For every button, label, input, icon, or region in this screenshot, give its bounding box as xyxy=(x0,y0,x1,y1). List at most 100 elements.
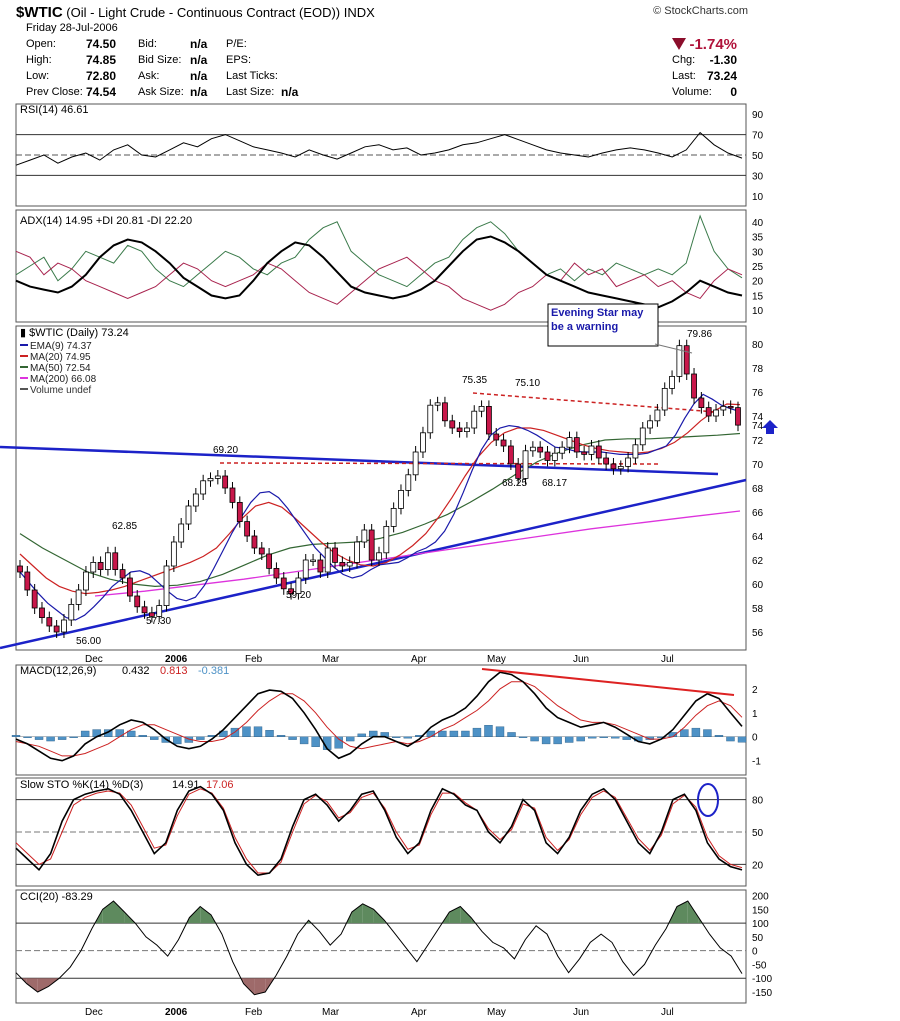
sto-legend-d: 17.06 xyxy=(206,779,234,791)
price-tick: 78 xyxy=(752,364,764,375)
cci-positive-fill xyxy=(102,901,114,924)
rsi-tick: 50 xyxy=(752,151,764,162)
candle-body xyxy=(266,553,273,569)
macd-histogram-bar xyxy=(127,730,136,737)
x-axis-label-bottom: Mar xyxy=(322,1007,340,1018)
cci-tick: 200 xyxy=(752,892,769,903)
macd-histogram-bar xyxy=(484,725,493,737)
x-axis-label: Mar xyxy=(322,654,340,665)
sto-tick: 20 xyxy=(752,860,764,871)
candle-body xyxy=(573,437,580,453)
candle-body xyxy=(639,427,646,446)
lower-trend-line xyxy=(0,478,747,650)
callout-box xyxy=(547,303,659,347)
macd-histogram-bar xyxy=(288,736,297,740)
price-tick: 64 xyxy=(752,532,764,543)
cci-positive-fill xyxy=(677,901,688,924)
price-panel-frame xyxy=(15,325,747,651)
candle-body xyxy=(581,451,588,455)
candle-body xyxy=(522,450,529,479)
price-legend-item: EMA(9) 74.37 xyxy=(30,341,92,352)
candle-body xyxy=(295,577,302,594)
sto-highlight-circle xyxy=(697,783,719,817)
cci-line xyxy=(15,900,743,996)
macd-histogram-bar xyxy=(507,732,516,737)
macd-legend-signal: 0.813 xyxy=(160,665,188,677)
price-legend-item: Volume undef xyxy=(30,385,91,396)
macd-histogram-bar xyxy=(311,736,320,747)
candle-body xyxy=(661,387,668,411)
macd-histogram-bar xyxy=(34,736,44,740)
price-tick: 56 xyxy=(752,628,764,639)
candle-body xyxy=(566,437,573,448)
macd-histogram-bar xyxy=(645,736,655,740)
candle-body xyxy=(75,589,82,605)
bid-size-label: Bid Size: xyxy=(138,54,182,66)
candle-body xyxy=(735,407,741,426)
macd-histogram-bar xyxy=(69,736,78,738)
last-ticks-label: Last Ticks: xyxy=(226,70,278,82)
adx-line xyxy=(15,235,743,309)
macd-divergence-line xyxy=(481,668,735,696)
candle-body xyxy=(412,451,419,476)
candle-body xyxy=(464,427,470,432)
candle-body xyxy=(691,373,697,399)
price-tick: 60 xyxy=(752,580,764,591)
candle-body xyxy=(302,559,309,579)
macd-histogram-bar xyxy=(403,736,413,739)
x-axis-label: Apr xyxy=(411,654,427,665)
x-axis-label: Jun xyxy=(573,654,589,665)
candle-body xyxy=(544,451,551,461)
candle-body xyxy=(368,529,375,561)
x-axis-label-bottom: Apr xyxy=(411,1007,427,1018)
candle-body xyxy=(46,617,53,627)
price-legend-item: MA(50) 72.54 xyxy=(30,363,91,374)
open-value: 74.50 xyxy=(86,37,117,51)
callout-text: Evening Star may be a warning xyxy=(551,307,644,333)
rsi-tick: 90 xyxy=(752,110,764,121)
macd-tick: 0 xyxy=(752,733,758,744)
cci-positive-fill xyxy=(362,903,374,924)
candle-body xyxy=(515,463,522,479)
x-axis-label: May xyxy=(487,654,506,665)
macd-histogram-bar xyxy=(253,726,263,737)
adx-tick: 30 xyxy=(752,247,764,258)
percent-change: -1.74% xyxy=(689,36,737,53)
macd-tick: 2 xyxy=(752,685,758,696)
x-axis-label: 2006 xyxy=(165,654,188,665)
cci-positive-fill xyxy=(687,901,699,924)
candle-body xyxy=(222,475,229,489)
macd-histogram-bar xyxy=(11,735,21,737)
candle-body xyxy=(669,375,675,389)
candle-body xyxy=(200,480,207,495)
price-annotation: 75.35 xyxy=(462,375,487,386)
candle-body xyxy=(727,405,734,409)
price-annotation: 69.20 xyxy=(213,445,238,456)
macd-histogram-bar xyxy=(714,735,724,737)
candle-body xyxy=(647,420,653,429)
candle-body xyxy=(324,547,331,573)
macd-legend-macd: 0.432 xyxy=(122,665,150,677)
price-annotation: 62.85 xyxy=(112,521,137,532)
rsi-tick: 70 xyxy=(752,131,764,142)
candle-body xyxy=(192,493,199,507)
macd-histogram-bar xyxy=(472,727,482,737)
macd-histogram-bar xyxy=(57,736,67,740)
candle-body xyxy=(390,507,397,527)
cci-positive-fill xyxy=(200,906,211,924)
macd-histogram-bar xyxy=(691,727,701,737)
candle-body xyxy=(442,402,448,422)
candle-body xyxy=(434,402,441,406)
candle-body xyxy=(698,397,705,408)
candle-body xyxy=(229,487,236,503)
macd-histogram-bar xyxy=(426,730,436,737)
cci-positive-fill xyxy=(113,901,125,924)
candle-body xyxy=(610,463,617,470)
ma50-line xyxy=(19,432,741,588)
candle-body xyxy=(126,577,133,597)
cci-tick: -50 xyxy=(752,960,767,971)
ma200-line xyxy=(94,510,741,597)
candle-body xyxy=(427,404,434,434)
candle-body xyxy=(485,405,492,435)
macd-histogram-bar xyxy=(553,736,562,745)
